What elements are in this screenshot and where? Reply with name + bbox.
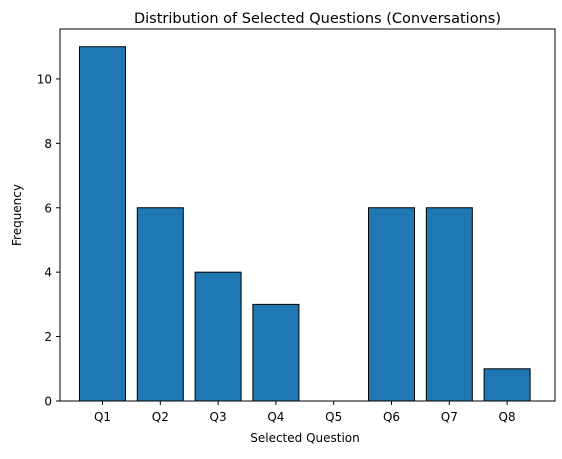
x-axis-ticks: Q1 Q2 Q3 Q4 Q5 Q6 Q7 Q8 xyxy=(94,401,516,424)
bar-q7 xyxy=(425,207,473,402)
y-tick-label: 0 xyxy=(44,395,52,409)
x-tick-label-q2: Q2 xyxy=(152,410,169,424)
bar-q4 xyxy=(252,303,300,402)
x-tick-label-q8: Q8 xyxy=(499,410,516,424)
y-tick-label: 8 xyxy=(44,137,52,151)
bars-group xyxy=(79,46,531,402)
y-axis-ticks: 0 2 4 6 8 10 xyxy=(37,72,60,409)
x-tick-label-q5: Q5 xyxy=(325,410,342,424)
x-axis-label: Selected Question xyxy=(250,431,360,445)
x-tick-label-q1: Q1 xyxy=(94,410,111,424)
chart-title: Distribution of Selected Questions (Conv… xyxy=(134,11,501,27)
bar-q3 xyxy=(194,271,242,402)
x-tick-label-q6: Q6 xyxy=(383,410,400,424)
bar-q8 xyxy=(483,368,531,402)
y-axis-label: Frequency xyxy=(10,184,24,246)
bar-q1 xyxy=(79,46,126,402)
x-tick-label-q7: Q7 xyxy=(441,410,458,424)
bar-q6 xyxy=(368,207,415,402)
plot-frame xyxy=(59,28,556,402)
x-tick-label-q3: Q3 xyxy=(210,410,227,424)
x-tick-label-q4: Q4 xyxy=(267,410,284,424)
y-tick-label: 10 xyxy=(37,72,52,86)
bar-q2 xyxy=(136,207,184,402)
y-tick-label: 2 xyxy=(44,330,52,344)
y-tick-label: 4 xyxy=(44,266,52,280)
y-tick-label: 6 xyxy=(44,201,52,215)
